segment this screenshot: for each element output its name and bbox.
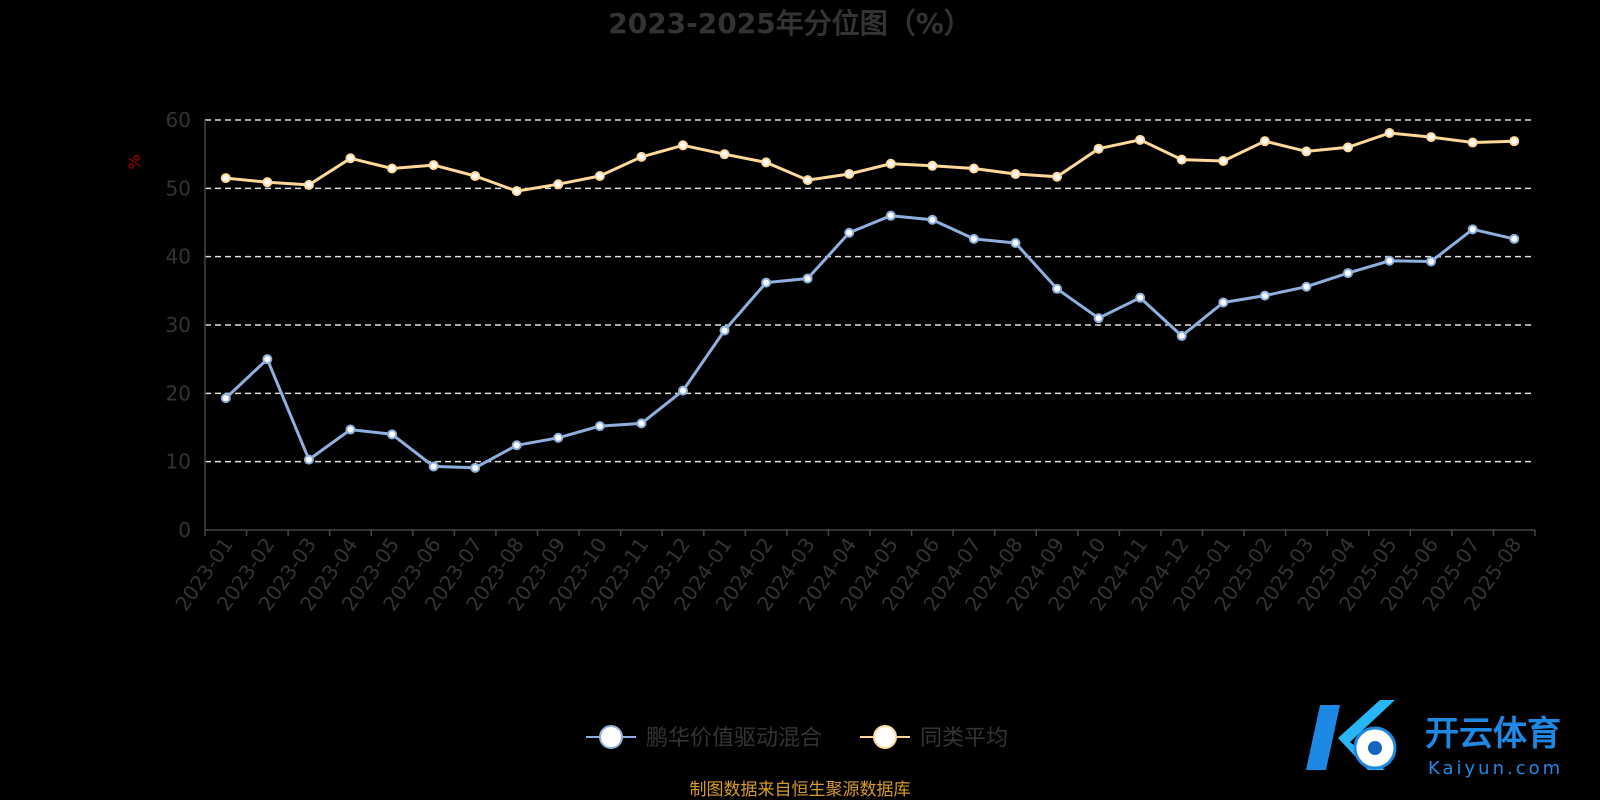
data-point-s1-2[interactable] <box>303 179 314 190</box>
data-point-s0-29[interactable] <box>1426 256 1437 267</box>
data-point-s0-19[interactable] <box>1010 238 1021 248</box>
logo-k-arm <box>1338 700 1395 770</box>
data-point-s0-20[interactable] <box>1052 283 1063 294</box>
data-point-s1-22[interactable] <box>1135 134 1146 145</box>
data-point-s0-28[interactable] <box>1384 255 1395 266</box>
data-point-s0-9[interactable] <box>594 421 605 432</box>
data-point-s1-26[interactable] <box>1301 146 1312 157</box>
data-point-s0-7[interactable] <box>511 440 522 451</box>
data-point-s0-23[interactable] <box>1176 330 1187 341</box>
data-point-s0-1[interactable] <box>262 354 273 365</box>
data-point-s1-30[interactable] <box>1467 137 1478 148</box>
data-point-s1-0[interactable] <box>220 173 231 184</box>
data-point-s1-5[interactable] <box>428 160 439 171</box>
data-point-s0-13[interactable] <box>761 277 772 288</box>
chart-title: 2023-2025年分位图（%） <box>608 7 972 40</box>
data-point-s1-1[interactable] <box>262 177 273 188</box>
data-point-s1-27[interactable] <box>1342 142 1353 153</box>
data-point-s1-8[interactable] <box>553 179 564 190</box>
data-point-s0-6[interactable] <box>470 462 481 473</box>
data-point-s0-2[interactable] <box>303 454 314 465</box>
y-tick-label-4: 40 <box>166 245 191 269</box>
data-point-s1-14[interactable] <box>802 175 813 186</box>
data-point-s1-16[interactable] <box>885 158 896 169</box>
data-point-s1-11[interactable] <box>677 140 688 151</box>
series-lines <box>224 131 1515 470</box>
data-point-s1-31[interactable] <box>1509 136 1520 147</box>
data-point-s1-23[interactable] <box>1176 154 1187 165</box>
data-point-s0-25[interactable] <box>1259 290 1270 301</box>
data-point-s1-25[interactable] <box>1259 136 1270 147</box>
legend-label-series-0: 鹏华价值驱动混合 <box>646 726 822 751</box>
y-axis-unit: % <box>125 154 144 169</box>
series-points <box>220 127 1520 473</box>
data-point-s1-19[interactable] <box>1010 168 1021 179</box>
series-line-0 <box>224 214 1515 470</box>
data-point-s0-30[interactable] <box>1467 224 1478 235</box>
legend-marker-series-0 <box>599 725 623 749</box>
legend-item-series-1[interactable]: 同类平均 <box>860 725 1008 751</box>
data-point-s1-10[interactable] <box>636 151 647 162</box>
legend-item-series-0[interactable]: 鹏华价值驱动混合 <box>586 725 822 751</box>
legend-marker-series-1 <box>873 725 897 749</box>
data-point-s1-17[interactable] <box>927 160 938 171</box>
x-tick-labels: 2023-012023-022023-032023-042023-052023-… <box>170 533 1526 615</box>
data-point-s1-7[interactable] <box>511 186 522 197</box>
data-point-s0-10[interactable] <box>636 418 647 429</box>
data-point-s1-9[interactable] <box>594 171 605 182</box>
y-tick-label-1: 10 <box>166 450 191 474</box>
grid-lines <box>205 119 1535 463</box>
data-point-s0-0[interactable] <box>220 393 231 404</box>
legend: 鹏华价值驱动混合 同类平均 <box>586 725 1008 751</box>
data-point-s0-22[interactable] <box>1135 292 1146 303</box>
data-source-note: 制图数据来自恒生聚源数据库 <box>690 780 911 800</box>
data-point-s0-27[interactable] <box>1342 268 1353 279</box>
legend-label-series-1: 同类平均 <box>920 726 1008 751</box>
data-point-s1-29[interactable] <box>1426 132 1437 143</box>
y-tick-label-5: 50 <box>166 176 191 200</box>
logo-k-stem <box>1306 705 1340 770</box>
watermark-logo: 开云体育 Kaiyun.com <box>1306 700 1563 779</box>
y-tick-label-6: 60 <box>166 108 191 132</box>
logo-brand: 开云体育 <box>1425 714 1561 754</box>
data-point-s0-11[interactable] <box>677 385 688 396</box>
data-point-s0-5[interactable] <box>428 461 439 472</box>
data-point-s0-26[interactable] <box>1301 281 1312 292</box>
data-point-s0-12[interactable] <box>719 325 730 336</box>
data-point-s0-4[interactable] <box>387 429 398 440</box>
y-tick-label-0: 0 <box>178 518 191 542</box>
data-point-s1-12[interactable] <box>719 149 730 160</box>
data-point-s0-21[interactable] <box>1093 313 1104 324</box>
data-point-s1-18[interactable] <box>968 163 979 174</box>
data-point-s0-17[interactable] <box>927 214 938 225</box>
data-point-s0-15[interactable] <box>844 227 855 238</box>
logo-domain: Kaiyun.com <box>1428 758 1563 779</box>
data-point-s1-28[interactable] <box>1384 127 1395 138</box>
data-point-s1-13[interactable] <box>761 157 772 168</box>
data-point-s1-6[interactable] <box>470 171 481 182</box>
axes <box>204 120 1536 536</box>
y-tick-label-3: 30 <box>166 313 191 337</box>
data-point-s1-21[interactable] <box>1093 143 1104 154</box>
y-tick-labels: 0 10 20 30 40 50 60 <box>166 108 191 542</box>
series-line-1 <box>225 131 1515 193</box>
data-point-s1-4[interactable] <box>387 163 398 174</box>
data-point-s0-14[interactable] <box>802 273 813 284</box>
data-point-s0-16[interactable] <box>885 210 896 221</box>
data-point-s0-8[interactable] <box>553 432 564 443</box>
y-tick-label-2: 20 <box>166 381 191 405</box>
data-point-s0-31[interactable] <box>1509 233 1520 244</box>
data-point-s1-15[interactable] <box>844 168 855 179</box>
data-point-s0-18[interactable] <box>968 233 979 244</box>
data-point-s1-20[interactable] <box>1052 171 1063 182</box>
data-point-s1-3[interactable] <box>345 153 356 164</box>
data-point-s1-24[interactable] <box>1218 156 1229 166</box>
data-point-s0-3[interactable] <box>345 424 356 435</box>
data-point-s0-24[interactable] <box>1218 297 1229 308</box>
